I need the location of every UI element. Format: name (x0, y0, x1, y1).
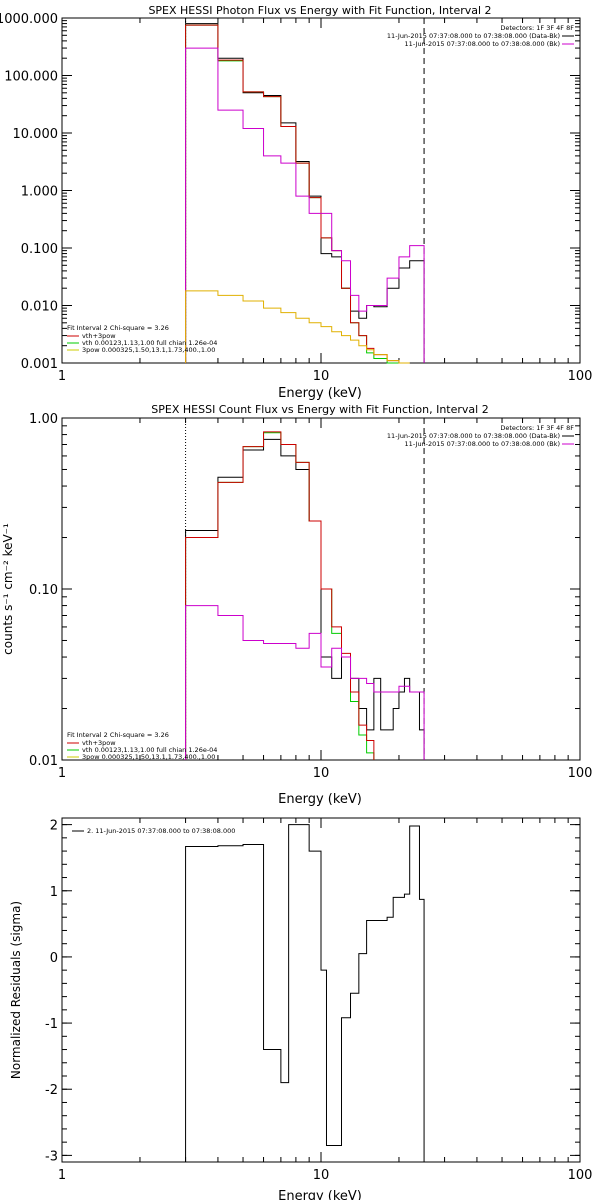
y-axis-label: Normalized Residuals (sigma) (9, 901, 23, 1079)
y-tick-label: 1.000 (21, 185, 58, 200)
fit-legend-header: Fit Interval 2 Chi-square = 3.26 (67, 731, 169, 739)
legend-entry-label: 11-Jun-2015 07:37:08.000 to 07:38:08.000… (387, 32, 560, 40)
legend-entry-label: 11-Jun-2015 07:37:08.000 to 07:38:08.000… (387, 432, 560, 440)
legend-top: Detectors: 1F 3F 4F 8F 11-Jun-2015 07:37… (387, 424, 574, 448)
series-line (185, 24, 410, 364)
y-tick-label: 0.100 (21, 242, 58, 257)
y-tick-label: 0.001 (21, 357, 58, 372)
fit-legend-header: Fit Interval 2 Chi-square = 3.26 (67, 324, 169, 332)
y-tick-label: 0.10 (29, 583, 58, 598)
fit-legend-entry: vth+3pow (82, 739, 116, 747)
y-tick-label: -2 (45, 1083, 58, 1098)
x-axis-label: Energy (keV) (278, 792, 362, 807)
legend-header: Detectors: 1F 3F 4F 8F (500, 424, 574, 432)
x-axis-label: Energy (keV) (278, 1189, 362, 1200)
series-line (185, 824, 425, 1162)
fit-legend-entry: vth 0.00123,1.13,1.00 full chian 1.26e-0… (82, 339, 217, 347)
series-line (185, 24, 410, 364)
fit-legend-entry: 3pow 0.000325,1.50,13.1,1.73,400.,1.00 (82, 753, 215, 761)
legend-entry-label: 11-Jun-2015 07:37:08.000 to 07:38:08.000… (405, 440, 560, 448)
x-tick-label: 10 (313, 369, 330, 384)
y-tick-label: 10.000 (13, 127, 59, 142)
x-tick-label: 1 (58, 369, 66, 384)
x-axis-label: Energy (keV) (278, 386, 362, 401)
fit-legend-entry: vth 0.00123,1.13,1.00 full chian 1.26e-0… (82, 746, 217, 754)
y-tick-label: 0.010 (21, 300, 58, 315)
y-tick-label: -3 (45, 1149, 58, 1164)
legend-entry-label: 11-Jun-2015 07:37:08.000 to 07:38:08.000… (405, 40, 560, 48)
y-tick-label: 0 (50, 951, 58, 966)
fit-legend-entry: vth+3pow (82, 332, 116, 340)
series-line (185, 23, 425, 363)
legend-fit: Fit Interval 2 Chi-square = 3.26 vth+3po… (67, 731, 217, 761)
x-tick-label: 1 (58, 766, 66, 781)
y-tick-label: 100.000 (4, 70, 58, 85)
x-tick-label: 100 (568, 369, 593, 384)
chart-title: SPEX HESSI Photon Flux vs Energy with Fi… (148, 4, 491, 17)
y-tick-label: 0.01 (29, 754, 58, 769)
y-tick-label: 2 (50, 819, 58, 834)
series-line (185, 431, 375, 760)
chart-panel-count-flux: SPEX HESSI Count Flux vs Energy with Fit… (1, 403, 592, 807)
x-tick-label: 100 (568, 766, 593, 781)
series-line (185, 432, 375, 760)
series-line (185, 605, 425, 760)
x-tick-label: 1 (58, 1168, 66, 1183)
plot-area: 1 10 100 1000.000 100.000 10.000 1.000 0.100 0.0… (0, 12, 592, 384)
chart-title: SPEX HESSI Count Flux vs Energy with Fit… (151, 403, 488, 416)
y-tick-label: 1 (50, 885, 58, 900)
series-line (185, 290, 410, 364)
plot-frame (61, 17, 581, 364)
y-tick-label: 1000.000 (0, 12, 58, 27)
y-tick-label: -1 (45, 1017, 58, 1032)
legend-header: Detectors: 1F 3F 4F 8F (500, 24, 574, 32)
x-tick-label: 10 (313, 766, 330, 781)
fit-legend-entry: 3pow 0.000325,1.50,13.1,1.73,400.,1.00 (82, 346, 215, 354)
x-tick-label: 100 (568, 1168, 593, 1183)
legend-top: Detectors: 1F 3F 4F 8F 11-Jun-2015 07:37… (387, 24, 574, 48)
legend-entry-label: 2. 11-Jun-2015 07:37:08.000 to 07:38:08.… (87, 827, 235, 835)
plot-area: 1 10 100 1.00 0.10 0.01 (29, 412, 592, 781)
legend-fit: Fit Interval 2 Chi-square = 3.26 vth+3po… (67, 324, 217, 354)
series-line (185, 47, 425, 363)
legend-top: 2. 11-Jun-2015 07:37:08.000 to 07:38:08.… (72, 827, 235, 835)
series-line (185, 438, 425, 760)
chart-panel-photon-flux: SPEX HESSI Photon Flux vs Energy with Fi… (0, 4, 592, 401)
y-tick-label: 1.00 (29, 412, 58, 427)
y-axis-label: counts s⁻¹ cm⁻² keV⁻¹ (1, 523, 15, 655)
x-tick-label: 10 (313, 1168, 330, 1183)
